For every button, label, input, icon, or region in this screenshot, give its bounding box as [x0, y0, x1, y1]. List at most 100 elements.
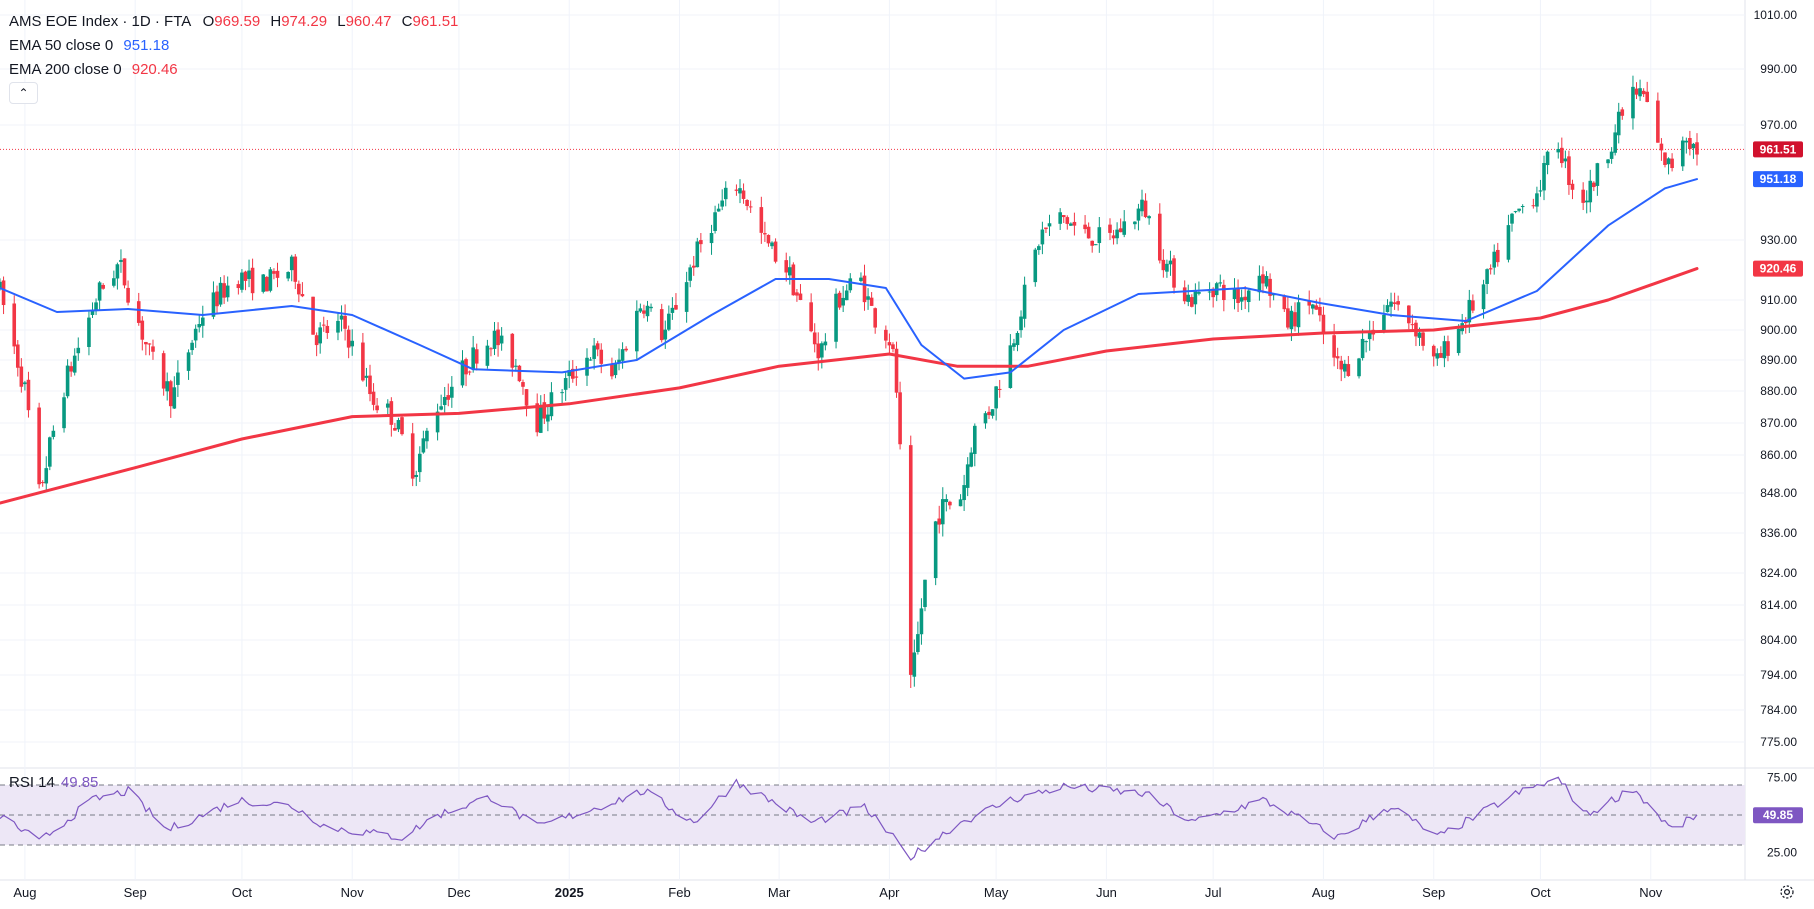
collapse-legend-button[interactable]: ⌃: [9, 82, 38, 104]
y-tick-label: 990.00: [1760, 62, 1797, 76]
y-tick-label: 804.00: [1760, 633, 1797, 647]
y-tick-label: 836.00: [1760, 526, 1797, 540]
y-tick-label: 970.00: [1760, 118, 1797, 132]
candle-body: [496, 329, 500, 346]
candle-body: [766, 234, 771, 244]
candle-body: [321, 324, 326, 326]
y-tick-label: 870.00: [1760, 416, 1797, 430]
candle-body: [393, 428, 397, 431]
candle-body: [585, 357, 589, 376]
candle-body: [350, 340, 355, 347]
candle-body: [140, 320, 145, 340]
candle-body: [837, 292, 842, 308]
candle-body: [311, 296, 315, 335]
symbol-title[interactable]: AMS EOE Index · 1D · FTA: [9, 13, 191, 30]
candle-body: [1360, 338, 1365, 359]
ema200-legend-row[interactable]: EMA 200 close 0 920.46: [9, 58, 458, 82]
candle-body: [460, 360, 465, 386]
candle-body: [90, 310, 95, 315]
low-label: L: [337, 13, 346, 30]
candle-body: [645, 305, 650, 317]
low-value: 960.47: [345, 13, 392, 30]
candle-body: [1588, 180, 1593, 203]
candle-body: [1065, 217, 1070, 224]
candle-body: [144, 341, 148, 345]
candle-body: [1058, 212, 1062, 224]
candle-body: [699, 240, 703, 245]
candle-body: [969, 452, 974, 467]
candle-body: [361, 342, 365, 381]
candle-body: [126, 287, 130, 303]
y-tick-label: 860.00: [1760, 448, 1797, 462]
candle-body: [1111, 235, 1116, 239]
rsi-legend[interactable]: RSI 14 49.85: [9, 774, 98, 791]
candle-body: [161, 353, 166, 389]
candle-body: [346, 329, 351, 348]
candle-body: [738, 188, 742, 194]
x-tick-label: Jun: [1096, 885, 1117, 900]
candle-body: [218, 282, 223, 305]
x-tick-label: Sep: [124, 885, 147, 900]
settings-gear-icon[interactable]: [1778, 883, 1796, 901]
candle-body: [1495, 249, 1500, 263]
y-tick-label: 794.00: [1760, 668, 1797, 682]
candle-body: [450, 386, 454, 398]
candle-body: [1318, 306, 1322, 316]
candle-body: [293, 256, 298, 282]
candle-body: [940, 499, 945, 525]
candle-body: [1232, 289, 1237, 300]
candle-body: [1663, 152, 1667, 165]
candle-body: [247, 270, 251, 279]
candle-body: [499, 335, 504, 344]
candle-body: [770, 242, 774, 247]
candle-body: [1243, 296, 1247, 301]
candle-body: [190, 342, 194, 351]
ema200-label: EMA 200 close 0: [9, 61, 122, 78]
rsi-y-tick-label: 25.00: [1767, 846, 1797, 860]
candle-body: [1695, 142, 1699, 155]
candle-body: [1207, 291, 1212, 293]
candle-body: [866, 296, 870, 300]
candle-body: [1684, 140, 1689, 143]
candle-body: [211, 292, 216, 317]
candle-body: [44, 468, 49, 484]
candle-body: [1289, 310, 1294, 330]
candle-body: [1645, 91, 1649, 103]
candle-body: [250, 267, 255, 294]
candle-body: [1481, 284, 1486, 310]
candle-body: [1044, 227, 1048, 230]
candle-body: [1040, 229, 1045, 245]
candle-body: [119, 259, 123, 262]
candle-body: [994, 386, 998, 409]
candle-body: [467, 371, 472, 373]
candle-body: [1531, 205, 1536, 207]
ema50-legend-row[interactable]: EMA 50 close 0 951.18: [9, 34, 458, 58]
candle-body: [1367, 331, 1372, 340]
x-tick-label: Jul: [1205, 885, 1222, 900]
candle-body: [19, 366, 24, 387]
ohlc-legend-row: AMS EOE Index · 1D · FTA O969.59 H974.29…: [9, 10, 458, 34]
candle-body: [375, 405, 379, 411]
candle-body: [87, 317, 91, 348]
x-tick-label: Sep: [1422, 885, 1445, 900]
candle-body: [1197, 291, 1201, 294]
candle-body: [368, 375, 372, 395]
candle-body: [891, 344, 895, 350]
candle-body: [215, 291, 219, 307]
candle-body: [937, 518, 942, 525]
candle-body: [1410, 324, 1415, 326]
candle-body: [570, 368, 575, 379]
candle-body: [1396, 301, 1400, 305]
candle-body: [517, 365, 522, 382]
candle-body: [243, 271, 248, 281]
y-tick-label: 814.00: [1760, 598, 1797, 612]
candle-body: [489, 348, 493, 350]
candle-body: [314, 335, 319, 346]
y-tick-label: 848.00: [1760, 486, 1797, 500]
candle-body: [1634, 88, 1639, 95]
candle-body: [1467, 299, 1472, 323]
candle-body: [1222, 284, 1226, 301]
y-tick-label: 930.00: [1760, 233, 1797, 247]
candle-body: [1218, 282, 1223, 284]
